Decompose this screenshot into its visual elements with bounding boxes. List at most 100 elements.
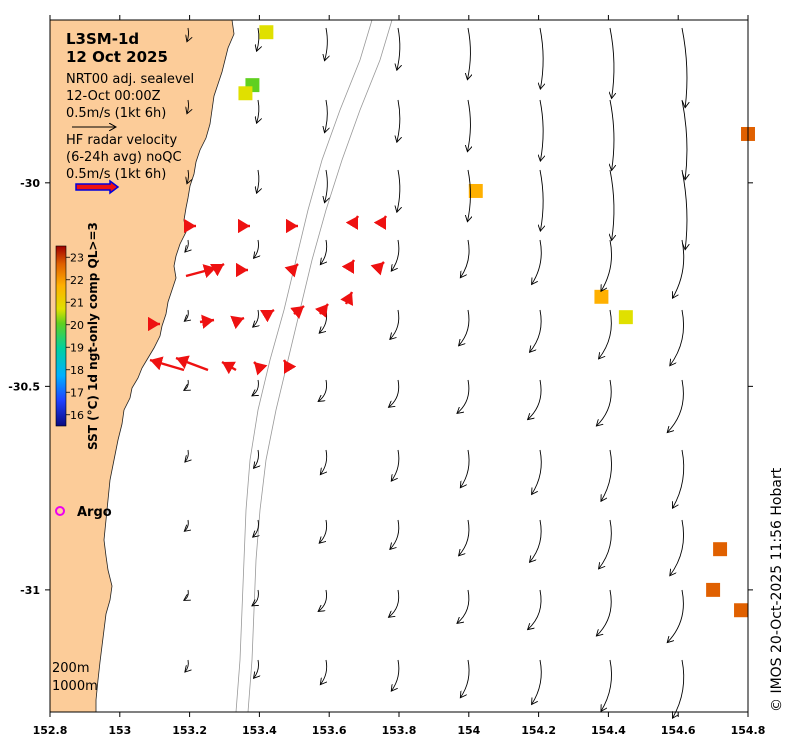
sealevel-vector	[257, 27, 259, 51]
lon-tick-label: 153.4	[242, 724, 277, 737]
argo-marker	[55, 506, 65, 516]
product-date: 12 Oct 2025	[66, 48, 168, 66]
lon-tick-label: 152.8	[33, 724, 68, 737]
sst-cell	[706, 582, 721, 597]
radar-vector	[373, 215, 388, 230]
radar-vector	[253, 361, 268, 376]
sealevel-vector	[184, 309, 188, 321]
sealevel-vector	[540, 99, 543, 161]
sst-cell	[713, 542, 728, 557]
sealevel-vector	[185, 239, 188, 252]
sealevel-vector	[397, 27, 400, 70]
sealevel-vector	[391, 449, 400, 481]
sealevel-vector	[601, 659, 612, 711]
sealevel-vector	[184, 589, 188, 600]
colorbar-tick-label: 21	[70, 296, 84, 309]
radar-vector	[314, 303, 329, 318]
lon-tick-label: 153.6	[312, 724, 347, 737]
sst-cell	[238, 86, 253, 101]
radar-vector	[282, 359, 297, 374]
sealevel-vector	[320, 449, 328, 475]
radar-legend-line2: (6-24h avg) noQC	[66, 150, 182, 165]
colorbar-tick-label: 20	[70, 319, 84, 332]
sealevel-legend-line2: 12-Oct 00:00Z	[66, 89, 161, 104]
colorbar-tick-label: 19	[70, 341, 84, 354]
sealevel-vector	[530, 519, 542, 562]
depth-label-1000m: 1000m	[52, 679, 98, 694]
colorbar-tick-label: 18	[70, 364, 84, 377]
sealevel-vector	[681, 169, 687, 250]
sealevel-vector	[187, 99, 189, 114]
colorbar-tick-label: 22	[70, 274, 84, 287]
sealevel-vector	[318, 379, 327, 401]
sealevel-vector	[672, 449, 685, 508]
hf-radar-velocity-vectors	[148, 215, 388, 376]
sealevel-vector	[390, 309, 400, 339]
radar-vector	[341, 259, 356, 274]
radar-vector	[221, 360, 237, 375]
radar-vector	[370, 261, 385, 276]
sealevel-vector	[325, 169, 328, 203]
sst-cell	[734, 603, 748, 618]
sst-cell	[468, 183, 483, 198]
sealevel-vector	[459, 519, 470, 556]
sealevel-vector	[460, 449, 470, 488]
sealevel-vector	[397, 169, 400, 212]
sealevel-vector	[467, 169, 470, 222]
lon-tick-label: 154.6	[661, 724, 696, 737]
sealevel-vector	[187, 169, 189, 184]
sealevel-vector	[320, 239, 328, 265]
lat-tick-label: -30.5	[8, 380, 40, 393]
sealevel-vector	[253, 309, 259, 327]
sealevel-vector	[599, 309, 612, 359]
sealevel-vector	[257, 99, 259, 123]
sealevel-vector	[187, 27, 189, 42]
radar-vector	[260, 308, 275, 323]
sealevel-vector	[391, 659, 400, 691]
colorbar-ticks: 16 17 18 19 20 21 22 23	[66, 251, 84, 422]
radar-vector	[210, 262, 225, 277]
lon-tick-label: 153.8	[382, 724, 417, 737]
sealevel-vector	[185, 659, 188, 672]
sealevel-vector	[252, 589, 259, 606]
sealevel-vector	[460, 239, 470, 278]
sealevel-vector	[540, 169, 543, 231]
sealevel-vector	[670, 309, 685, 366]
sealevel-vector	[457, 379, 470, 413]
sealevel-vector	[528, 589, 542, 630]
sealevel-vector	[681, 27, 687, 108]
sealevel-vector	[532, 449, 542, 494]
sealevel-vector	[253, 519, 259, 537]
radar-vector	[340, 291, 354, 306]
land-mass	[49, 19, 235, 713]
sealevel-vector	[601, 449, 612, 501]
sealevel-vector	[318, 589, 327, 611]
product-title: L3SM-1d	[66, 30, 139, 48]
colorbar-tick-label: 23	[70, 251, 84, 264]
contour-200m	[235, 19, 373, 713]
lat-tick-label: -31	[20, 584, 40, 597]
lon-tick-label: 154	[457, 724, 480, 737]
sealevel-vector	[457, 589, 470, 623]
colorbar-label: SST (°C) 1d ngt-only comp QL>=3	[86, 222, 100, 450]
lon-tick-label: 154.4	[591, 724, 626, 737]
sealevel-vector	[596, 589, 612, 636]
radar-vector	[284, 263, 299, 278]
sealevel-vector	[596, 379, 612, 426]
sealevel-vector	[601, 239, 612, 291]
argo-label: Argo	[77, 505, 112, 520]
sealevel-vector	[459, 309, 470, 346]
sst-patches	[238, 25, 755, 618]
sealevel-vector	[672, 659, 685, 718]
sealevel-vector	[610, 169, 614, 240]
sealevel-vector	[254, 659, 259, 678]
sealevel-vector	[460, 659, 470, 698]
radar-vector	[175, 355, 209, 372]
sealevel-vector	[670, 519, 685, 576]
radar-legend-scale: 0.5m/s (1kt 6h)	[66, 167, 166, 182]
sealevel-vector	[184, 519, 188, 531]
radar-vector	[230, 315, 245, 330]
sealevel-legend-scale: 0.5m/s (1kt 6h)	[66, 106, 166, 121]
sealevel-vector	[467, 27, 470, 80]
